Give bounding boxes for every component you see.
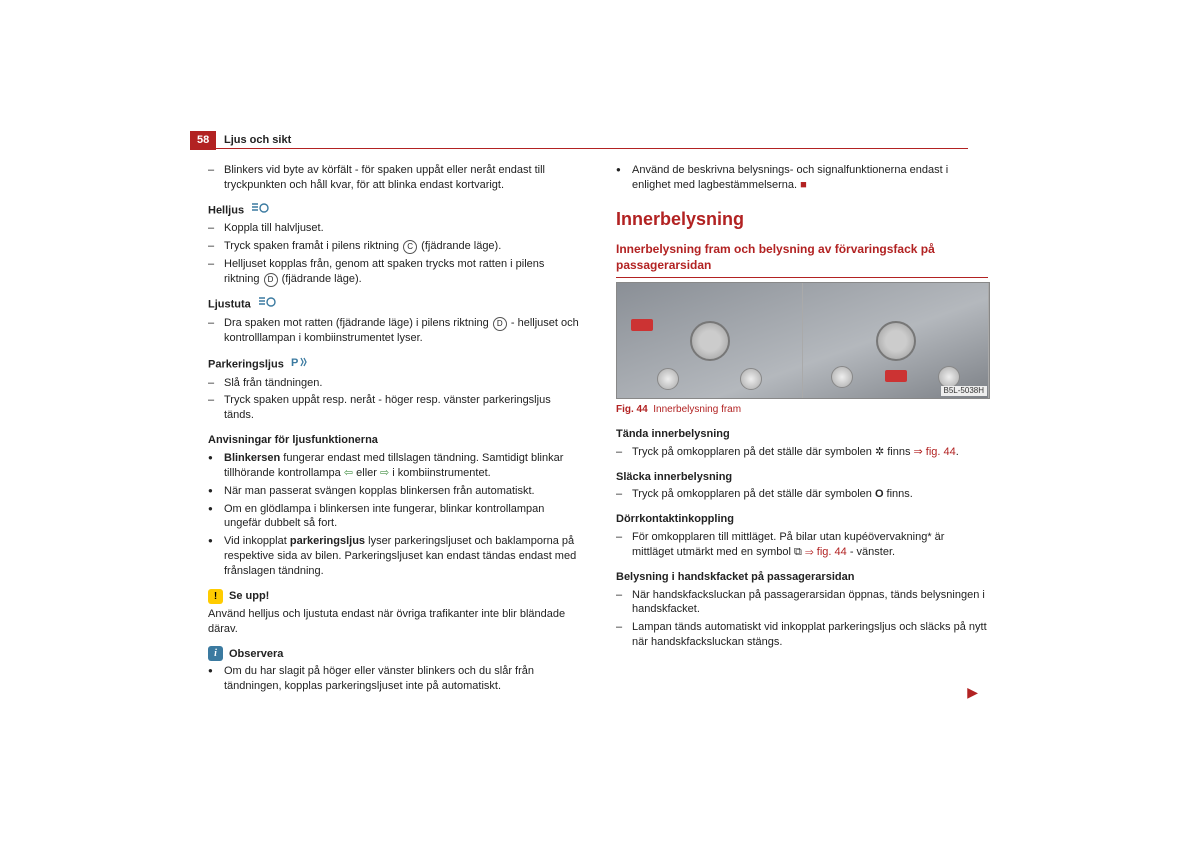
list-item: Tryck på omkopplaren på det ställe där s…	[616, 487, 988, 502]
handske-heading: Belysning i handskfacket på passagerarsi…	[616, 570, 988, 585]
list-item: Helljuset kopplas från, genom att spaken…	[208, 257, 580, 287]
figure-right-panel	[803, 283, 989, 398]
list-item: När handskfacksluckan på passagerarsidan…	[616, 588, 988, 618]
callout-c-icon: C	[403, 240, 417, 254]
list-item: Tryck spaken framåt i pilens riktning C …	[208, 239, 580, 254]
ljustuta-heading: Ljustuta	[208, 297, 580, 312]
text: Vid inkopplat parkeringsljus lyser parke…	[224, 534, 580, 579]
text: När handskfacksluckan på passagerarsidan…	[632, 588, 988, 618]
door-symbol-icon: ⧉	[794, 546, 802, 558]
figure-caption: Fig. 44 Innerbelysning fram	[616, 403, 988, 417]
text: Blinkersen fungerar endast med tillslage…	[224, 451, 580, 481]
subsection-heading: Innerbelysning fram och belysning av för…	[616, 241, 988, 278]
text: Blinkers vid byte av körfält - för spake…	[224, 163, 580, 193]
text: Tryck spaken uppåt resp. neråt - höger r…	[224, 393, 580, 423]
header-rule	[190, 148, 968, 149]
list-item: Blinkersen fungerar endast med tillslage…	[208, 451, 580, 481]
svg-text:P: P	[291, 357, 298, 368]
figure-left-panel	[617, 283, 803, 398]
text: För omkopplaren till mittläget. På bilar…	[632, 530, 988, 560]
list-item: Vid inkopplat parkeringsljus lyser parke…	[208, 534, 580, 579]
continue-arrow-icon: ▶	[967, 683, 978, 702]
red-button	[885, 370, 907, 382]
text: Använd de beskrivna belysnings- och sign…	[632, 163, 988, 193]
list-item: När man passerat svängen kopplas blinker…	[208, 484, 580, 499]
info-icon: i	[208, 646, 223, 661]
text: Parkeringsljus	[208, 358, 284, 370]
reading-lamp	[657, 368, 679, 390]
turn-right-icon: ⇨	[380, 467, 389, 479]
text: Se upp!	[229, 589, 269, 604]
text: Tryck på omkopplaren på det ställe där s…	[632, 487, 913, 502]
text: Observera	[229, 647, 283, 662]
list-item: Använd de beskrivna belysnings- och sign…	[616, 163, 988, 193]
reading-lamp	[831, 366, 853, 388]
warning-icon: !	[208, 589, 223, 604]
list-item: Lampan tänds automatiskt vid inkopplat p…	[616, 620, 988, 650]
text: När man passerat svängen kopplas blinker…	[224, 484, 535, 499]
page: 58 Ljus och sikt Blinkers vid byte av kö…	[0, 0, 1200, 848]
list-item: Slå från tändningen.	[208, 376, 580, 391]
left-column: Blinkers vid byte av körfält - för spake…	[208, 160, 580, 697]
list-item: Dra spaken mot ratten (fjädrande läge) i…	[208, 316, 580, 346]
text: Koppla till halvljuset.	[224, 221, 324, 236]
text: Tryck på omkopplaren på det ställe där s…	[632, 445, 959, 460]
slacka-heading: Släcka innerbelysning	[616, 470, 988, 485]
text: Helljuset kopplas från, genom att spaken…	[224, 257, 580, 287]
columns: Blinkers vid byte av körfält - för spake…	[208, 160, 1100, 697]
list-item: Tryck på omkopplaren på det ställe där s…	[616, 445, 988, 460]
note-text: Om du har slagit på höger eller vänster …	[208, 664, 580, 694]
list-item: Koppla till halvljuset.	[208, 221, 580, 236]
end-mark-icon: ■	[800, 179, 807, 191]
red-button	[631, 319, 653, 331]
text: Dra spaken mot ratten (fjädrande läge) i…	[224, 316, 580, 346]
list-item: Om en glödlampa i blinkersen inte funger…	[208, 502, 580, 532]
caution-text: Använd helljus och ljustuta endast när ö…	[208, 607, 580, 637]
tanda-heading: Tända innerbelysning	[616, 427, 988, 442]
list-item: Tryck spaken uppåt resp. neråt - höger r…	[208, 393, 580, 423]
text: Slå från tändningen.	[224, 376, 322, 391]
figure-44: B5L-5038H	[616, 282, 990, 399]
chapter-title: Ljus och sikt	[224, 133, 291, 148]
callout-d-icon: D	[264, 273, 278, 287]
flash-beam-icon	[258, 297, 276, 312]
anvisningar-heading: Anvisningar för ljusfunktionerna	[208, 433, 580, 448]
reading-lamp	[740, 368, 762, 390]
text: Ljustuta	[208, 299, 251, 311]
figure-id-tag: B5L-5038H	[941, 386, 987, 397]
note-heading: i Observera	[208, 646, 580, 661]
high-beam-icon	[251, 203, 269, 218]
parking-light-icon: P	[291, 356, 309, 373]
list-item: För omkopplaren till mittläget. På bilar…	[616, 530, 988, 560]
helljus-heading: Helljus	[208, 203, 580, 218]
text: Om en glödlampa i blinkersen inte funger…	[224, 502, 580, 532]
dorr-heading: Dörrkontaktinkoppling	[616, 512, 988, 527]
rotary-dial	[876, 321, 916, 361]
text: Om du har slagit på höger eller vänster …	[224, 664, 580, 694]
caution-heading: ! Se upp!	[208, 589, 580, 604]
light-symbol-icon: ✲	[875, 446, 884, 458]
text: Lampan tänds automatiskt vid inkopplat p…	[632, 620, 988, 650]
intro-dash: Blinkers vid byte av körfält - för spake…	[208, 163, 580, 193]
parkeringsljus-heading: Parkeringsljus P	[208, 356, 580, 373]
section-heading: Innerbelysning	[616, 207, 988, 231]
text: Helljus	[208, 204, 244, 216]
right-column: Använd de beskrivna belysnings- och sign…	[616, 160, 988, 697]
turn-left-icon: ⇦	[344, 467, 353, 479]
text: Tryck spaken framåt i pilens riktning C …	[224, 239, 501, 254]
callout-d-icon: D	[493, 317, 507, 331]
rotary-dial	[690, 321, 730, 361]
